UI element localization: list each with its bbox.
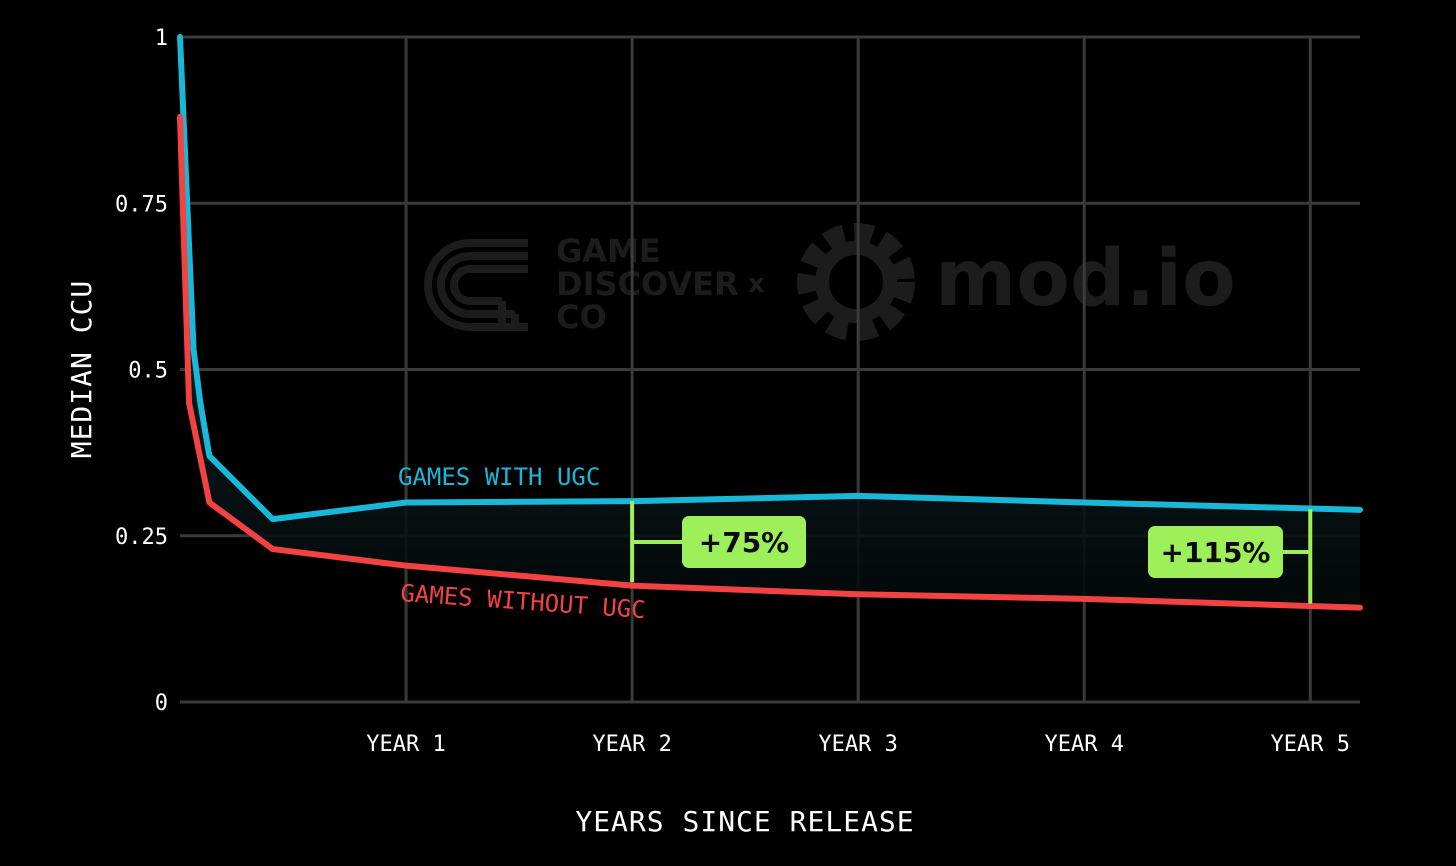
series-line-0 xyxy=(177,34,1363,523)
tick-labels: 0 0.25 0.5 0.75 1 YEAR 1 YEAR 2 YEAR 3 YEAR 4 YEA… xyxy=(115,26,1350,757)
y-axis-title: MEDIAN CCU xyxy=(65,280,98,459)
y-tick-label: 0.5 xyxy=(128,359,168,384)
mod-io-gear-icon xyxy=(797,223,915,341)
callout-box xyxy=(1148,526,1283,578)
x-tick-label: YEAR 4 xyxy=(1044,732,1123,757)
y-tick-label: 0.75 xyxy=(115,192,168,217)
x-tick-label: YEAR 5 xyxy=(1271,732,1350,757)
watermark-line-2: DISCOVER xyxy=(556,265,739,303)
callout-box xyxy=(682,516,806,568)
y-tick-label: 0.25 xyxy=(115,525,168,550)
callout-label: +75% xyxy=(699,526,789,559)
x-axis-title: YEARS SINCE RELEASE xyxy=(575,805,914,838)
x-tick-label: YEAR 2 xyxy=(592,732,671,757)
game-discover-co-logo-icon xyxy=(424,239,528,331)
series-label: GAMES WITH UGC xyxy=(398,463,600,491)
annotations: +75% +115% xyxy=(630,501,1313,604)
watermark-line-3: CO xyxy=(556,298,607,336)
y-tick-label: 0 xyxy=(155,691,168,716)
gap-callout: +75% xyxy=(630,501,806,583)
watermark: GAME DISCOVER CO x mod.io xyxy=(424,223,1236,341)
y-tick-label: 1 xyxy=(155,26,168,51)
series-line-1 xyxy=(177,113,1363,611)
gap-callout: +115% xyxy=(1148,509,1313,604)
x-tick-label: YEAR 3 xyxy=(818,732,897,757)
watermark-separator: x xyxy=(748,269,765,299)
x-tick-label: YEAR 1 xyxy=(366,732,445,757)
watermark-line-1: GAME xyxy=(556,232,661,270)
callout-label: +115% xyxy=(1161,536,1271,569)
